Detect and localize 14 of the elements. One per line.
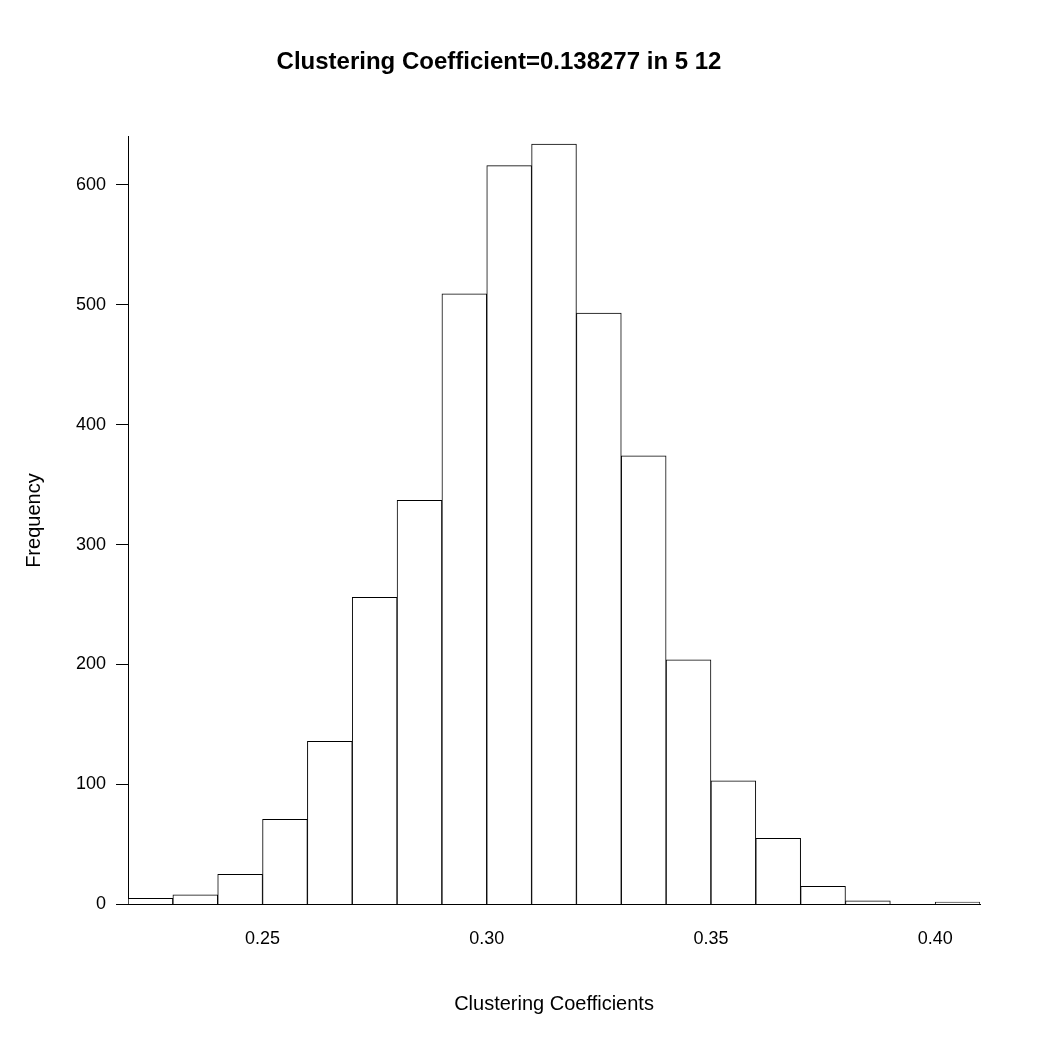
y-tick-label: 500	[75, 293, 107, 314]
y-tick-label: 100	[75, 773, 107, 794]
x-tick-label: 0.40	[917, 928, 953, 949]
y-axis-title: Frequency	[21, 473, 44, 568]
x-tick-label: 0.25	[245, 928, 281, 949]
x-tick-label: 0.35	[693, 928, 729, 949]
y-tick-label: 600	[75, 173, 107, 194]
y-tick-label: 400	[75, 413, 107, 434]
x-axis-title: Clustering Coefficients	[454, 991, 654, 1014]
y-tick-label: 0	[96, 893, 107, 914]
y-tick-label: 300	[75, 533, 107, 554]
x-tick-label: 0.30	[469, 928, 505, 949]
chart-title: Clustering Coefficient=0.138277 in 5 12	[276, 47, 722, 75]
y-tick-label: 200	[75, 653, 107, 674]
